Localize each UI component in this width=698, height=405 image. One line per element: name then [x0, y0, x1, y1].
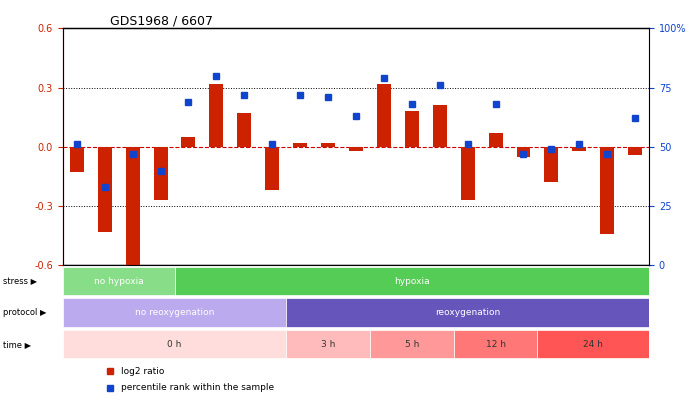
Text: 24 h: 24 h — [584, 340, 603, 349]
Bar — [377, 83, 391, 147]
Text: 5 h: 5 h — [405, 340, 419, 349]
Text: hypoxia: hypoxia — [394, 277, 430, 286]
Text: 3 h: 3 h — [321, 340, 335, 349]
Bar — [370, 330, 454, 358]
Bar — [70, 147, 84, 173]
Bar — [286, 330, 370, 358]
Bar — [321, 143, 335, 147]
Bar — [454, 330, 537, 358]
Bar — [174, 267, 649, 295]
Text: no reoxygenation: no reoxygenation — [135, 308, 214, 317]
Text: time ▶: time ▶ — [3, 340, 31, 349]
Text: stress ▶: stress ▶ — [3, 277, 38, 286]
Bar — [63, 267, 174, 295]
Bar — [265, 147, 279, 190]
Bar — [126, 147, 140, 269]
Bar — [98, 147, 112, 232]
Text: GDS1968 / 6607: GDS1968 / 6607 — [110, 14, 213, 27]
Bar — [517, 147, 530, 157]
Text: 12 h: 12 h — [486, 340, 505, 349]
Bar — [181, 137, 195, 147]
Bar — [405, 111, 419, 147]
Text: percentile rank within the sample: percentile rank within the sample — [121, 383, 274, 392]
Text: protocol ▶: protocol ▶ — [3, 308, 47, 317]
Text: no hypoxia: no hypoxia — [94, 277, 144, 286]
Bar — [237, 113, 251, 147]
Bar — [209, 83, 223, 147]
Bar — [63, 298, 286, 327]
Text: reoxygenation: reoxygenation — [435, 308, 500, 317]
Bar — [349, 147, 363, 151]
Bar — [63, 330, 286, 358]
Bar — [537, 330, 649, 358]
Bar — [154, 147, 168, 200]
Bar — [572, 147, 586, 151]
Bar — [489, 133, 503, 147]
Bar — [461, 147, 475, 200]
Bar — [293, 143, 307, 147]
Bar — [600, 147, 614, 234]
Bar — [628, 147, 642, 155]
Text: log2 ratio: log2 ratio — [121, 367, 165, 375]
Bar — [433, 105, 447, 147]
Text: 0 h: 0 h — [168, 340, 181, 349]
Bar — [286, 298, 649, 327]
Bar — [544, 147, 558, 182]
